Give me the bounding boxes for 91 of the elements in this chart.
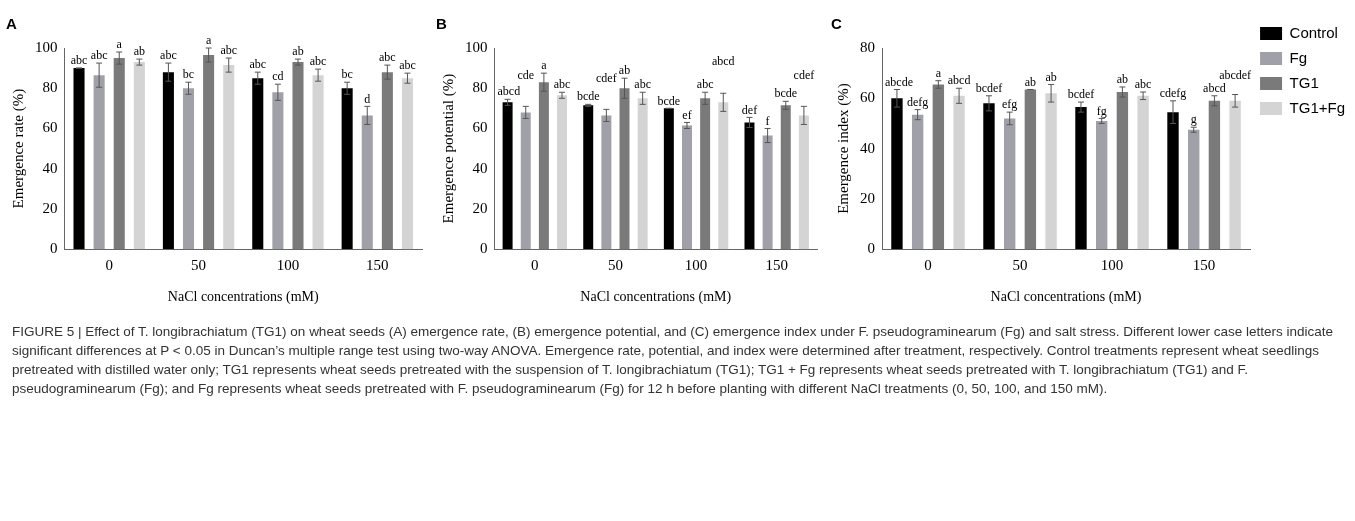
data-label: efg (1002, 97, 1018, 112)
y-tick-label: 40 (42, 159, 58, 176)
y-tick-label: 0 (50, 240, 58, 257)
data-label: fg (1096, 103, 1107, 118)
data-label: abcd (497, 84, 521, 99)
y-tick-label: 0 (867, 240, 875, 257)
x-tick-label: 100 (276, 257, 300, 274)
chart-title: A (6, 15, 17, 33)
data-label: d (364, 91, 371, 106)
data-label: a (541, 58, 548, 73)
x-tick-label: 150 (765, 257, 788, 274)
data-label: abcd (1203, 80, 1226, 95)
x-tick-label: 100 (1100, 257, 1124, 274)
y-tick-label: 80 (860, 38, 875, 55)
data-label: bc (182, 67, 195, 82)
y-tick-label: 60 (860, 89, 875, 106)
y-tick-label: 40 (472, 159, 488, 176)
x-tick-label: 150 (366, 257, 389, 274)
x-tick-label: 50 (191, 257, 207, 274)
y-tick-label: 60 (472, 119, 488, 136)
data-label: bcdef (1067, 87, 1095, 102)
data-label: a (116, 37, 123, 52)
data-label: a (205, 33, 212, 48)
data-label: ab (618, 63, 631, 78)
data-label: abcd (711, 54, 735, 69)
y-tick-label: 40 (860, 139, 875, 156)
data-label: ef (682, 107, 692, 122)
data-label: cdef (793, 67, 815, 82)
x-axis-title: NaCl concentrations (mM) (990, 289, 1142, 306)
data-label: f (765, 113, 770, 128)
data-label: cdef (596, 70, 617, 85)
x-axis-title: NaCl concentrations (mM) (580, 289, 732, 306)
data-label: ab (1045, 69, 1057, 84)
data-label: abcde (885, 74, 913, 89)
y-tick-label: 100 (35, 38, 58, 55)
y-tick-label: 20 (472, 199, 488, 216)
x-tick-label: 50 (1012, 257, 1028, 274)
data-label: cdefg (1159, 85, 1187, 100)
y-tick-label: 20 (42, 199, 58, 216)
data-label: abc (70, 53, 88, 68)
x-tick-label: 150 (1192, 257, 1216, 274)
y-tick-label: 20 (860, 189, 875, 206)
caption: FIGURE 5 | Effect of T. longibrachiatum (TG1) on wheat seeds (A) emergence rate, (B) emergence potential, and (C) emergence index under F. pseudograminearum (Fg) and salt stress. Different lower case letters indicate significant differences at P < 0.05 in Duncan’s multiple range test using two-way ANOVA. Emergence rate, potential, and index were determined after treatment, respectively. Control treatments represent wheat seedlings pretreated with distilled water only; TG1 represents wheat seeds pretreated with the suspension of T. longibrachiatum (TG1); TG1 + Fg represents wheat seeds pretreated with T. longibrachiatum (TG1) and F. pseudograminearum (Fg); and Fg represents wheat seeds pretreated with F. pseudograminearum (Fg) for 12 h before planting with different NaCl treatments (0, 50, 100, and 150 mM). (12, 323, 1335, 398)
data-label: def (741, 102, 758, 117)
data-label: abcd (947, 73, 971, 88)
y-tick-label: 0 (480, 240, 488, 257)
data-label: bcde (657, 93, 681, 108)
data-label: abc (553, 77, 571, 92)
data-label: abc (379, 50, 396, 65)
data-label: cde (517, 67, 535, 82)
data-label: abcdef (1219, 67, 1252, 82)
legend-label: Fg (1289, 48, 1308, 66)
legend-label: TG1 (1289, 73, 1319, 91)
y-tick-label: 60 (42, 119, 58, 136)
data-label: bcde (576, 89, 600, 104)
data-label: cd (272, 69, 284, 84)
y-axis-title: Emergence rate (%) (9, 88, 27, 209)
x-tick-label: 50 (607, 257, 623, 274)
data-label: abc (399, 58, 416, 73)
data-label: abc (696, 77, 714, 92)
legend-label: TG1+Fg (1289, 98, 1345, 116)
y-axis-title: Emergence potential (%) (439, 73, 457, 224)
data-label: abc (634, 77, 651, 92)
data-label: ab (1024, 74, 1037, 89)
data-label: ab (292, 44, 304, 59)
x-tick-label: 0 (531, 257, 539, 274)
data-label: abc (90, 48, 108, 63)
data-label: ab (1116, 72, 1129, 87)
data-label: bcdef (975, 80, 1003, 95)
y-tick-label: 100 (465, 38, 488, 55)
y-tick-label: 80 (472, 79, 488, 96)
chart-title: B (436, 15, 447, 33)
data-label: defg (906, 94, 929, 109)
x-tick-label: 0 (924, 257, 932, 274)
y-axis-title: Emergence index (%) (834, 83, 852, 214)
x-tick-label: 0 (105, 257, 113, 274)
chart-title: C (831, 15, 842, 33)
data-label: abc (160, 48, 177, 63)
data-label: bcde (774, 86, 798, 101)
data-label: abc (309, 54, 327, 69)
x-axis-title: NaCl concentrations (mM) (167, 289, 320, 306)
data-label: bc (341, 67, 353, 82)
x-tick-label: 100 (684, 257, 708, 274)
data-label: abc (1134, 77, 1152, 92)
legend-label: Control (1289, 23, 1338, 41)
data-label: a (935, 65, 942, 80)
data-label: ab (133, 44, 146, 59)
data-label: g (1190, 112, 1197, 127)
data-label: abc (220, 43, 238, 58)
y-tick-label: 80 (42, 79, 58, 96)
data-label: abc (249, 57, 267, 72)
